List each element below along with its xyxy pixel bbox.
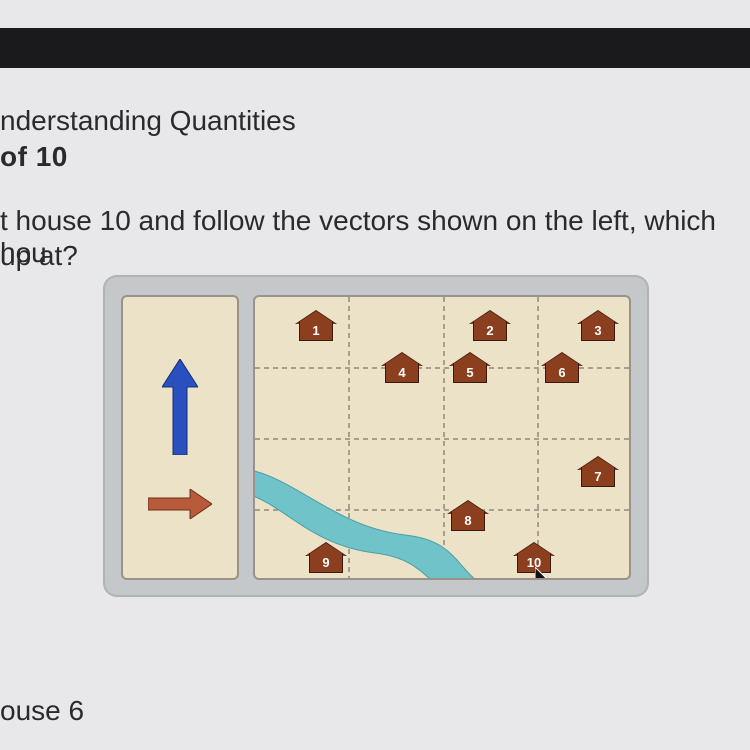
vector-legend — [121, 295, 239, 580]
house-6[interactable]: 6 — [545, 353, 579, 383]
question-text-line1: t house 10 and follow the vectors shown … — [0, 205, 750, 269]
house-2[interactable]: 2 — [473, 311, 507, 341]
title-bar — [0, 28, 750, 68]
house-5[interactable]: 5 — [453, 353, 487, 383]
page-background: nderstanding Quantities of 10 t house 10… — [0, 0, 750, 750]
question-progress: of 10 — [0, 141, 68, 173]
arrow-up-icon — [162, 359, 198, 460]
house-1[interactable]: 1 — [299, 311, 333, 341]
map-card: 12345678910 — [103, 275, 649, 597]
house-3[interactable]: 3 — [581, 311, 615, 341]
answer-option[interactable]: ouse 6 — [0, 695, 84, 727]
house-8[interactable]: 8 — [451, 501, 485, 531]
question-text-line2: up at? — [0, 240, 78, 272]
house-4[interactable]: 4 — [385, 353, 419, 383]
lesson-title: nderstanding Quantities — [0, 105, 296, 137]
house-7[interactable]: 7 — [581, 457, 615, 487]
house-9[interactable]: 9 — [309, 543, 343, 573]
map-area[interactable]: 12345678910 — [253, 295, 631, 580]
arrow-right-icon — [148, 489, 212, 524]
